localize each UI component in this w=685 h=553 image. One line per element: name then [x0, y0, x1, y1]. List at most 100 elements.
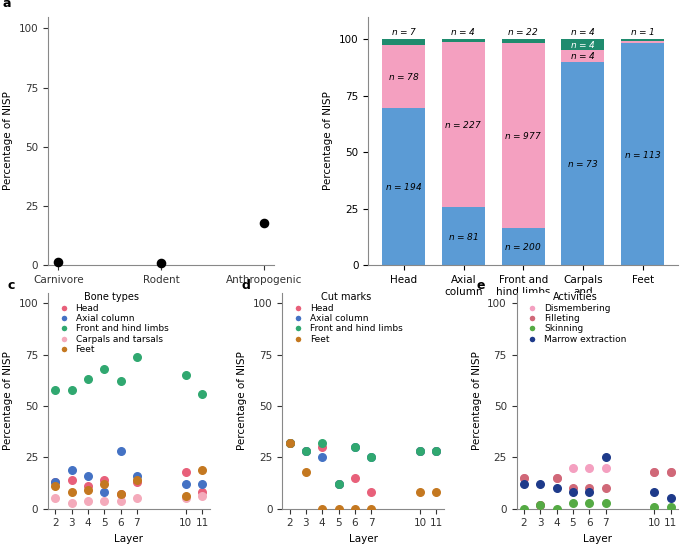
Point: [535, 500, 546, 509]
Point: [414, 447, 425, 456]
Bar: [442, 39, 485, 42]
Point: [567, 484, 578, 493]
Point: [567, 463, 578, 472]
Bar: [382, 45, 425, 108]
Point: [53, 258, 64, 267]
Point: [197, 465, 208, 474]
Point: [132, 494, 142, 503]
Point: [82, 486, 93, 495]
Point: [551, 504, 562, 513]
Point: [66, 476, 77, 484]
Point: [82, 496, 93, 505]
Bar: [621, 39, 664, 41]
Y-axis label: Percentage of NISP: Percentage of NISP: [472, 352, 482, 450]
Text: c: c: [8, 279, 15, 292]
Point: [115, 447, 126, 456]
Bar: [621, 41, 664, 43]
Point: [66, 498, 77, 507]
Point: [197, 479, 208, 488]
Point: [132, 352, 142, 361]
Point: [50, 478, 61, 487]
Legend: Head, Axial column, Front and hind limbs, Feet: Head, Axial column, Front and hind limbs…: [286, 289, 406, 347]
Point: [197, 488, 208, 497]
Point: [535, 500, 546, 509]
Point: [301, 447, 312, 456]
Point: [649, 502, 660, 511]
Point: [551, 473, 562, 482]
Point: [333, 479, 344, 488]
Point: [431, 447, 442, 456]
Point: [366, 488, 377, 497]
Point: [366, 453, 377, 462]
Point: [519, 473, 530, 482]
Point: [349, 473, 360, 482]
Point: [649, 467, 660, 476]
Point: [316, 439, 327, 447]
Point: [665, 494, 676, 503]
Bar: [562, 50, 604, 61]
Point: [567, 488, 578, 497]
Point: [366, 504, 377, 513]
Point: [431, 447, 442, 456]
Point: [567, 498, 578, 507]
Bar: [382, 39, 425, 45]
Point: [180, 494, 191, 503]
X-axis label: Layer: Layer: [583, 534, 612, 544]
Point: [414, 488, 425, 497]
Text: $n$ = 113: $n$ = 113: [624, 149, 661, 160]
Point: [519, 479, 530, 488]
Point: [366, 453, 377, 462]
Point: [600, 498, 611, 507]
Point: [316, 504, 327, 513]
Point: [551, 484, 562, 493]
Point: [584, 498, 595, 507]
Point: [115, 490, 126, 499]
Point: [284, 439, 295, 447]
Point: [519, 504, 530, 513]
Point: [66, 385, 77, 394]
Text: $n$ = 977: $n$ = 977: [504, 130, 543, 141]
X-axis label: Layer: Layer: [349, 534, 377, 544]
Point: [600, 463, 611, 472]
Point: [50, 494, 61, 503]
Legend: Dismembering, Filleting, Skinning, Marrow extraction: Dismembering, Filleting, Skinning, Marro…: [520, 289, 630, 347]
Text: $n$ = 200: $n$ = 200: [504, 241, 542, 252]
Point: [333, 479, 344, 488]
Text: $n$ = 73: $n$ = 73: [567, 158, 599, 169]
Point: [115, 377, 126, 386]
Bar: [621, 43, 664, 265]
Y-axis label: Percentage of NISP: Percentage of NISP: [3, 352, 13, 450]
Point: [349, 504, 360, 513]
Bar: [501, 43, 545, 228]
Point: [132, 478, 142, 487]
Point: [82, 375, 93, 384]
Point: [333, 504, 344, 513]
Point: [66, 488, 77, 497]
Point: [82, 482, 93, 491]
Y-axis label: Percentage of NISP: Percentage of NISP: [3, 92, 13, 190]
Legend: Head, Axial column, Front and hind limbs, Carpals and tarsals, Feet: Head, Axial column, Front and hind limbs…: [51, 289, 172, 358]
Point: [284, 439, 295, 447]
Point: [584, 484, 595, 493]
Point: [99, 364, 110, 373]
Point: [600, 453, 611, 462]
Point: [301, 447, 312, 456]
Point: [115, 490, 126, 499]
Point: [197, 492, 208, 501]
Text: e: e: [476, 279, 485, 292]
Point: [301, 467, 312, 476]
Point: [535, 500, 546, 509]
Text: $n$ = 22: $n$ = 22: [508, 26, 539, 37]
Point: [50, 478, 61, 487]
Point: [551, 473, 562, 482]
Text: $n$ = 78: $n$ = 78: [388, 71, 420, 82]
Bar: [501, 39, 545, 43]
X-axis label: Layer: Layer: [114, 534, 143, 544]
Point: [197, 389, 208, 398]
Point: [115, 496, 126, 505]
Bar: [562, 61, 604, 265]
Text: $n$ = 4: $n$ = 4: [570, 50, 596, 61]
Point: [316, 453, 327, 462]
Point: [180, 467, 191, 476]
Bar: [442, 207, 485, 265]
